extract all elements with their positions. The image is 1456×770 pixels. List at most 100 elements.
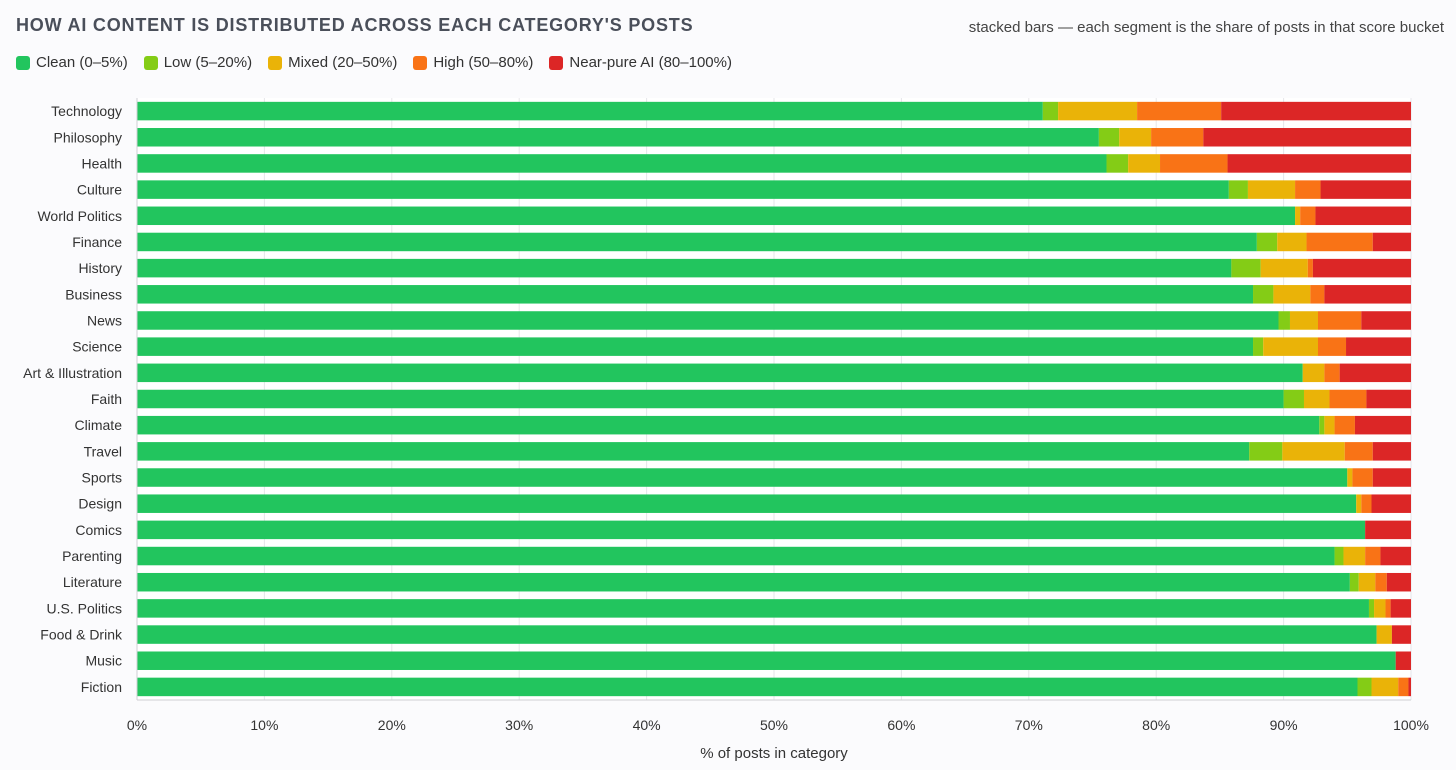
category-label: U.S. Politics	[47, 600, 122, 616]
bar-segment-faith-low	[1283, 389, 1304, 409]
bar-segment-philosophy-mixed	[1119, 128, 1152, 147]
legend-label-near-pure-ai: Near-pure AI (80–100%)	[569, 54, 732, 71]
bar-segment-finance-low	[1256, 232, 1278, 252]
bar-segment-travel-near-pure-ai	[1372, 442, 1411, 461]
bar-segment-world-politics-near-pure-ai	[1315, 206, 1411, 226]
bar-segment-design-high	[1361, 494, 1372, 513]
bar-segment-u-s-politics-mixed	[1374, 599, 1386, 618]
bar-segment-art-illustration-mixed	[1302, 363, 1325, 383]
bar-segment-u-s-politics-low	[1368, 599, 1375, 618]
bar-segment-food-drink-mixed	[1376, 625, 1392, 644]
bar-segment-history-mixed	[1260, 258, 1308, 278]
bar-segment-travel-clean	[137, 442, 1250, 461]
bar-segment-business-near-pure-ai	[1324, 285, 1411, 304]
bar-segment-climate-high	[1334, 415, 1355, 435]
legend-swatch-near-pure-ai	[549, 55, 564, 70]
bar-segment-culture-mixed	[1247, 180, 1296, 199]
category-label: Comics	[75, 522, 122, 538]
bar-segment-sports-clean	[137, 468, 1348, 487]
category-label: Technology	[51, 103, 122, 119]
bar-segment-philosophy-near-pure-ai	[1203, 128, 1411, 147]
bar-segment-culture-high	[1295, 180, 1321, 199]
x-tick-label: 100%	[1393, 717, 1429, 733]
category-label: Travel	[84, 443, 122, 459]
bar-segment-climate-clean	[137, 415, 1320, 435]
bar-segment-parenting-high	[1365, 546, 1381, 566]
x-tick-label: 90%	[1270, 717, 1298, 733]
legend-item-near-pure-ai[interactable]: Near-pure AI (80–100%)	[549, 54, 732, 71]
bar-segment-technology-near-pure-ai	[1221, 101, 1411, 121]
bar-segment-climate-low	[1319, 415, 1325, 435]
category-label: History	[78, 260, 122, 276]
chart-subtitle: stacked bars — each segment is the share…	[968, 19, 1444, 36]
bar-segment-culture-low	[1228, 180, 1248, 199]
bar-segment-philosophy-high	[1151, 128, 1204, 147]
bar-segment-literature-clean	[137, 572, 1350, 592]
bar-segment-philosophy-clean	[137, 128, 1099, 147]
bar-segment-music-near-pure-ai	[1395, 651, 1411, 670]
category-label: Sports	[82, 470, 122, 486]
bar-segment-business-mixed	[1273, 285, 1311, 304]
legend-item-high[interactable]: High (50–80%)	[413, 54, 533, 71]
legend-swatch-high	[413, 55, 428, 70]
bar-segment-world-politics-clean	[137, 206, 1296, 226]
bar-segment-parenting-low	[1334, 546, 1344, 566]
bar-segment-fiction-clean	[137, 677, 1358, 697]
bar-segment-finance-near-pure-ai	[1372, 232, 1411, 252]
bar-segment-travel-mixed	[1282, 442, 1345, 461]
x-axis-title: % of posts in category	[700, 745, 848, 762]
legend-swatch-mixed	[268, 55, 283, 70]
bar-segment-philosophy-low	[1098, 128, 1120, 147]
bar-segment-business-low	[1253, 285, 1274, 304]
bar-segment-culture-clean	[137, 180, 1229, 199]
x-tick-label: 70%	[1015, 717, 1043, 733]
bar-segment-technology-high	[1137, 101, 1222, 121]
legend-swatch-low	[143, 55, 158, 70]
category-label: Science	[72, 339, 122, 355]
category-label: Business	[65, 286, 122, 302]
bar-segment-science-near-pure-ai	[1346, 337, 1411, 356]
bar-segment-literature-near-pure-ai	[1386, 572, 1411, 592]
bar-segment-art-illustration-high	[1324, 363, 1340, 383]
bar-segment-travel-high	[1344, 442, 1373, 461]
bar-segment-parenting-mixed	[1343, 546, 1366, 566]
bar-segment-faith-near-pure-ai	[1366, 389, 1411, 409]
bar-segment-technology-low	[1042, 101, 1059, 121]
bar-segment-technology-mixed	[1058, 101, 1138, 121]
x-tick-label: 60%	[887, 717, 915, 733]
bar-segment-news-low	[1278, 311, 1290, 330]
category-label: World Politics	[37, 208, 122, 224]
bar-segment-sports-high	[1352, 468, 1373, 487]
bar-segment-fiction-low	[1357, 677, 1372, 697]
legend-item-clean[interactable]: Clean (0–5%)	[16, 54, 128, 71]
x-tick-label: 10%	[250, 717, 278, 733]
bar-segment-health-near-pure-ai	[1227, 154, 1411, 173]
bar-segment-design-near-pure-ai	[1371, 494, 1411, 513]
category-label: Design	[78, 496, 122, 512]
bar-segment-comics-clean	[137, 520, 1366, 540]
category-label: Culture	[77, 182, 122, 198]
legend-label-mixed: Mixed (20–50%)	[288, 54, 398, 71]
bar-segment-literature-low	[1349, 572, 1359, 592]
bar-segment-history-low	[1231, 258, 1261, 278]
bar-segment-literature-mixed	[1358, 572, 1376, 592]
bar-segment-health-low	[1106, 154, 1129, 173]
x-tick-label: 40%	[633, 717, 661, 733]
bar-segment-health-high	[1160, 154, 1228, 173]
category-label: Faith	[91, 391, 122, 407]
bar-segment-world-politics-high	[1300, 206, 1316, 226]
bar-segment-science-high	[1317, 337, 1347, 356]
legend-item-mixed[interactable]: Mixed (20–50%)	[268, 54, 397, 71]
bar-segment-literature-high	[1375, 572, 1387, 592]
legend-item-low[interactable]: Low (5–20%)	[143, 54, 252, 71]
x-tick-label: 30%	[505, 717, 533, 733]
bar-segment-art-illustration-clean	[137, 363, 1303, 383]
bar-segment-finance-mixed	[1277, 232, 1307, 252]
category-label: Health	[82, 155, 122, 171]
bar-segment-parenting-near-pure-ai	[1380, 546, 1411, 566]
category-label: Art & Illustration	[23, 365, 122, 381]
x-tick-label: 0%	[127, 717, 147, 733]
bar-segment-art-illustration-near-pure-ai	[1339, 363, 1411, 383]
bar-segment-sports-mixed	[1347, 468, 1353, 487]
